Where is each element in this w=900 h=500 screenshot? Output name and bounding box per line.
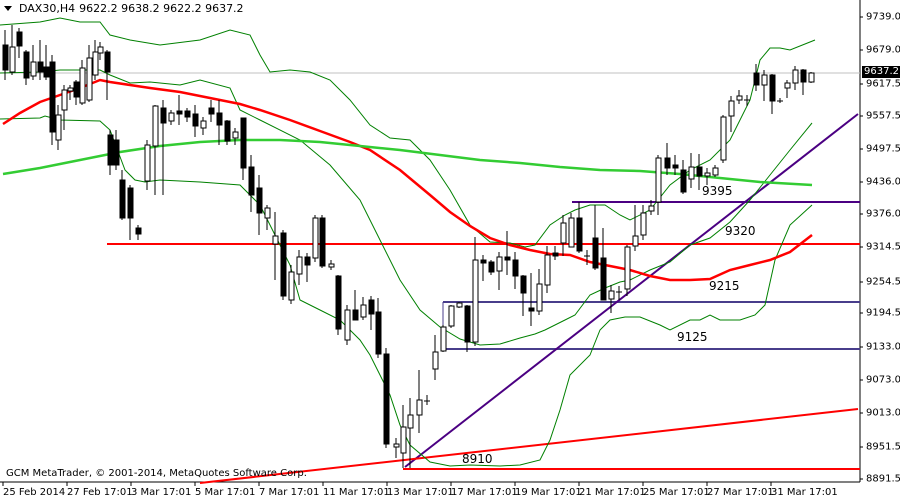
- annotation-9395: 9395: [702, 184, 733, 198]
- y-tick-label: 9739.0: [866, 11, 900, 23]
- y-tick-label: 9194.5: [866, 307, 900, 319]
- y-tick-label: 9557.5: [866, 110, 900, 122]
- purple-trendline[interactable]: [404, 113, 859, 468]
- copyright-text: GCM MetaTrader, © 2001-2014, MetaQuotes …: [6, 468, 307, 479]
- y-tick-label: 9497.5: [866, 143, 900, 155]
- x-tick-label: 5 Mar 17:01: [195, 487, 256, 498]
- x-tick-label: 17 Mar 17:01: [451, 487, 518, 498]
- y-tick-label: 9617.5: [866, 78, 900, 90]
- candlesticks: [2, 25, 815, 468]
- annotation-8910: 8910: [462, 452, 493, 466]
- annotation-9320: 9320: [725, 224, 756, 238]
- x-tick-label: 25 Feb 2014: [3, 487, 66, 498]
- y-tick-label: 9133.0: [866, 341, 900, 353]
- y-tick-label: 9436.0: [866, 176, 900, 188]
- x-tick-label: 7 Mar 17:01: [259, 487, 320, 498]
- x-tick-label: 11 Mar 17:01: [323, 487, 390, 498]
- y-tick-label: 9073.0: [866, 374, 900, 386]
- moving-average-red: [2, 78, 813, 282]
- x-tick-label: 13 Mar 17:01: [387, 487, 454, 498]
- annotation-9125: 9125: [677, 330, 708, 344]
- y-tick-label: 9376.0: [866, 208, 900, 220]
- chart-header: DAX30,H4 9622.2 9638.2 9622.2 9637.2: [4, 2, 244, 15]
- y-axis-ticks: [860, 16, 863, 480]
- triangle-down-icon[interactable]: [4, 6, 12, 11]
- x-tick-label: 27 Mar 17:01: [707, 487, 774, 498]
- x-tick-label: 21 Mar 17:01: [579, 487, 646, 498]
- y-tick-label: 9679.0: [866, 44, 900, 56]
- x-tick-label: 31 Mar 17:01: [771, 487, 838, 498]
- x-tick-label: 25 Mar 17:01: [643, 487, 710, 498]
- y-tick-label: 9013.0: [866, 407, 900, 419]
- x-axis-ticks: [2, 482, 772, 486]
- red-trendline[interactable]: [199, 408, 859, 484]
- bollinger-upper: [0, 17, 816, 248]
- y-tick-label: 8891.5: [866, 473, 900, 485]
- y-tick-label: 9254.5: [866, 276, 900, 288]
- annotation-9215: 9215: [709, 279, 740, 293]
- symbol-timeframe: DAX30,H4: [19, 2, 76, 15]
- x-tick-label: 19 Mar 17:01: [515, 487, 582, 498]
- y-tick-label: 9314.5: [866, 241, 900, 253]
- y-tick-label: 8951.5: [866, 441, 900, 453]
- x-tick-label: 3 Mar 17:01: [131, 487, 192, 498]
- ohlc-values: 9622.2 9638.2 9622.2 9637.2: [79, 2, 244, 15]
- x-tick-label: 27 Feb 17:01: [67, 487, 133, 498]
- current-price-label: 9637.2: [862, 66, 900, 78]
